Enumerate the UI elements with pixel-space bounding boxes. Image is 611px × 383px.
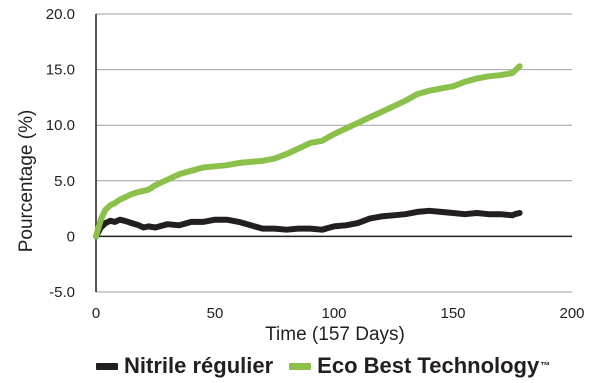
- x-tick-label: 200: [559, 305, 584, 322]
- legend: Nitrile régulier Eco Best Technology ™: [96, 352, 566, 380]
- legend-label-eco-best: Eco Best Technology: [317, 353, 540, 378]
- y-tick-label: 20.0: [46, 6, 75, 23]
- series-lines: [93, 63, 523, 240]
- x-tick-label: 150: [440, 305, 465, 322]
- x-tick-labels: 0 50 100 150 200: [92, 305, 585, 322]
- x-tick-label: 0: [92, 305, 100, 322]
- y-tick-label: 0: [67, 228, 75, 245]
- y-axis-label: Pourcentage (%): [16, 110, 37, 253]
- y-tick-labels: -5.0 0 5.0 10.0 15.0 20.0: [46, 6, 75, 301]
- y-tick-label: 10.0: [46, 117, 75, 134]
- series-line-eco-best: [93, 63, 523, 240]
- x-tick-label: 100: [321, 305, 346, 322]
- axes: [95, 14, 572, 292]
- legend-item-eco-best: Eco Best Technology ™: [289, 353, 550, 379]
- line-chart: -5.0 0 5.0 10.0 15.0 20.0 0 50 100 150 200 Time (…: [16, 6, 585, 345]
- legend-swatch-eco-best: [289, 362, 312, 370]
- x-tick-label: 50: [207, 305, 224, 322]
- series-line-nitrile: [93, 207, 523, 240]
- legend-swatch-nitrile: [96, 362, 118, 370]
- trademark-symbol: ™: [540, 360, 551, 372]
- legend-item-nitrile: Nitrile régulier: [96, 353, 273, 379]
- x-axis-label: Time (157 Days): [265, 324, 405, 345]
- y-tick-label: 15.0: [46, 62, 75, 79]
- grid-lines: [96, 13, 572, 293]
- legend-label-nitrile: Nitrile régulier: [124, 353, 274, 378]
- y-tick-label: 5.0: [54, 173, 75, 190]
- y-tick-label: -5.0: [49, 284, 75, 301]
